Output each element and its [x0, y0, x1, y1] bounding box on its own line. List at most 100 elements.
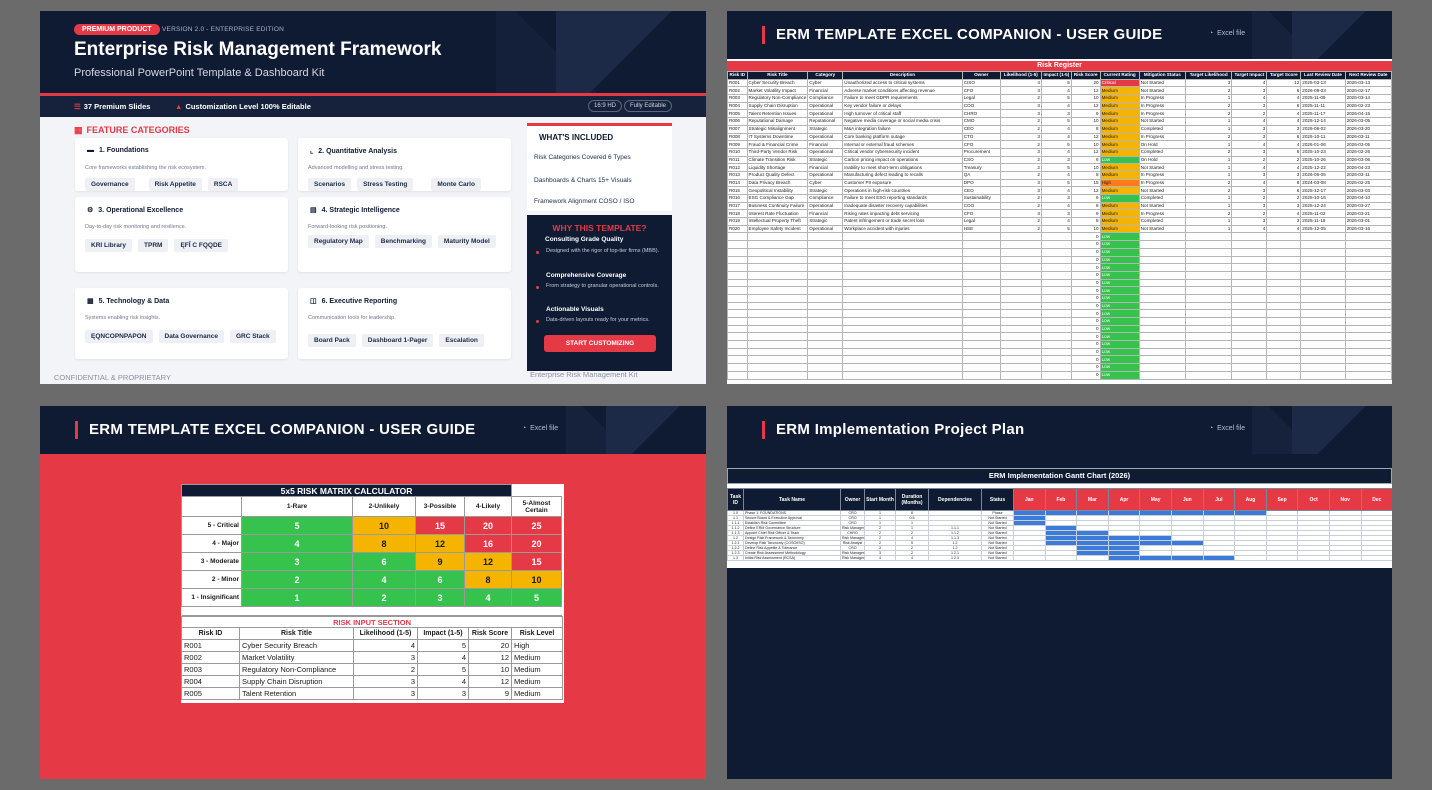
table-cell: 2 [1185, 86, 1233, 96]
pie-chart-icon: ◔ [1209, 425, 1214, 432]
table-cell: Low [1099, 247, 1140, 257]
table-cell [1300, 355, 1346, 365]
why-title: Actionable Visuals [546, 306, 604, 313]
month-header: Aug [1234, 488, 1267, 511]
gantt-bar [1202, 555, 1236, 561]
table-cell: 2026-03-16 [1344, 224, 1392, 234]
table-cell: 2026-03-14 [1344, 94, 1392, 103]
table-cell [807, 278, 844, 288]
table-row: R002 Market Volatility Impact Financial Adv… [727, 86, 1392, 96]
column-header: Mitigation Status [1138, 71, 1187, 80]
table-cell [842, 347, 963, 357]
table-cell: Sustainability [961, 194, 1001, 203]
table-cell [727, 278, 748, 288]
table-cell: Treasury [961, 163, 1001, 172]
table-cell: 3 [1231, 147, 1268, 157]
table-cell: Low [1099, 263, 1140, 272]
matrix-cell: 4 [241, 534, 353, 553]
table-cell: 2026-03-13 [1344, 78, 1392, 88]
likelihood-header: 5-Almost Certain [511, 496, 562, 517]
table-cell: 2026-02-17 [1344, 86, 1392, 96]
task-row: 1.0 Phase 1: FOUNDATIONS CRO 1 8 Phase [727, 510, 1392, 516]
matrix-cell: 12 [415, 534, 465, 553]
table-cell: 2 [1231, 109, 1268, 119]
chip: Stress Testing [357, 178, 414, 191]
table-cell [842, 286, 963, 295]
table-cell: 0 [1070, 293, 1101, 303]
table-cell: Inability to meet short-term obligations [842, 163, 963, 172]
table-cell [1138, 293, 1187, 303]
chip: Benchmarking [374, 235, 432, 248]
table-cell: 12 [468, 651, 512, 664]
slide-erm-framework[interactable]: PREMIUM PRODUCT VERSION 2.0 - ENTERPRISE… [40, 11, 706, 384]
table-cell: R016 [727, 194, 748, 203]
table-cell: 2 [999, 224, 1042, 234]
table-cell [1231, 324, 1268, 334]
table-cell: 2 [1231, 155, 1268, 165]
table-cell [1138, 263, 1187, 272]
table-cell: In Progress [1138, 101, 1187, 111]
risk-matrix-sheet: 5x5 RISK MATRIX CALCULATOR 1-Rare 2-Unlik… [180, 484, 564, 703]
table-cell [746, 340, 809, 349]
table-cell: Medium [1099, 163, 1140, 172]
table-cell [1344, 317, 1392, 326]
table-cell: 4 [999, 78, 1042, 88]
table-cell: Not Started [1138, 86, 1187, 96]
table-cell [1138, 286, 1187, 295]
table-cell [1040, 240, 1072, 249]
empty-row: 0 Low [727, 332, 1392, 342]
header-decoration [556, 11, 706, 93]
table-cell: Internal or external fraud schemes [842, 140, 963, 149]
column-header: Risk Title [746, 71, 809, 80]
slide-risk-matrix[interactable]: ERM TEMPLATE EXCEL COMPANION - USER GUID… [40, 406, 706, 779]
table-row: R020 Employee Safety Incident Operational W… [727, 224, 1392, 234]
table-cell [1138, 247, 1187, 257]
table-cell [1266, 293, 1302, 303]
table-cell [1185, 317, 1233, 326]
table-cell [746, 317, 809, 326]
table-cell: Workplace accident with injuries [842, 224, 963, 234]
table-cell [807, 255, 844, 265]
table-cell: Cyber [807, 178, 844, 188]
chip: GRC Stack [229, 330, 276, 343]
table-cell: 2026-03-21 [1344, 209, 1392, 219]
table-cell [1344, 363, 1392, 372]
table-cell: 8 [1070, 170, 1101, 180]
column-header: Duration (Months) [895, 488, 929, 511]
table-row: R014 Data Privacy Breach Cyber Customer PII… [727, 178, 1392, 188]
table-cell [1185, 363, 1233, 372]
start-customizing-button[interactable]: START CUSTOMIZING [544, 335, 656, 352]
chart-icon: ⌞ [310, 148, 314, 155]
table-cell [961, 278, 1001, 288]
chip: ĘQNCOPNPAPON [85, 330, 153, 343]
column-header: Start Month [864, 488, 896, 511]
column-header: Description [842, 71, 963, 80]
table-cell: CFO [961, 209, 1001, 219]
table-cell: Not Started [1138, 163, 1187, 172]
table-cell [1185, 270, 1233, 280]
slide-excel-risk-register[interactable]: ERM TEMPLATE EXCEL COMPANION - USER GUID… [727, 11, 1392, 384]
table-cell [1185, 332, 1233, 342]
slide-header: ERM TEMPLATE EXCEL COMPANION - USER GUID… [40, 406, 706, 454]
chip-group: Regulatory Map Benchmarking Maturity Mod… [308, 235, 508, 248]
table-cell [1040, 255, 1072, 265]
table-cell [1040, 347, 1072, 357]
table-cell: Strategic [807, 217, 844, 226]
table-cell: Low [1099, 232, 1140, 242]
table-cell [1040, 286, 1072, 295]
table-cell: Business Continuity Failure [746, 201, 809, 211]
table-cell: 4 [1040, 124, 1072, 134]
table-cell [1040, 278, 1072, 288]
table-cell: 6 [1070, 155, 1101, 165]
table-cell [961, 332, 1001, 342]
gear-icon: ⚙ [87, 207, 94, 214]
table-cell: 4 [1040, 217, 1072, 226]
table-cell: 4 [1266, 163, 1302, 172]
table-cell: 12 [468, 675, 512, 688]
table-cell: Supply Chain Disruption [746, 101, 809, 111]
table-cell [1138, 370, 1187, 380]
matrix-cell: 3 [415, 588, 465, 607]
table-cell: Financial [807, 140, 844, 149]
why-title: Consulting Grade Quality [545, 236, 624, 243]
slide-project-plan[interactable]: ERM Implementation Project Plan ◔ Excel … [727, 406, 1392, 779]
